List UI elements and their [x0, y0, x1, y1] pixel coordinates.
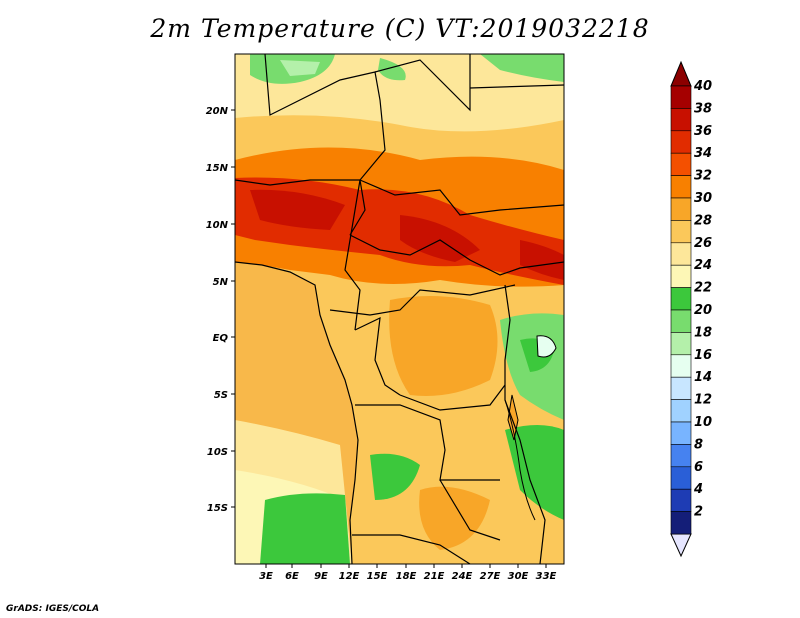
colorbar-label: 30 — [694, 191, 712, 206]
colorbar-label: 36 — [694, 124, 712, 139]
lon-label: 6E — [285, 571, 299, 582]
map-frame — [234, 53, 565, 565]
lat-label: EQ — [213, 333, 229, 344]
colorbar-labels: 40 38 36 34 32 30 28 26 24 22 20 18 16 14 12 10 8 6 4 2 — [693, 79, 712, 520]
lat-label: 10S — [207, 447, 228, 458]
lat-label: 15N — [206, 163, 229, 174]
lon-label: 12E — [339, 571, 360, 582]
colorbar-label: 18 — [694, 325, 712, 340]
hot-core-west — [250, 189, 345, 230]
chart-title: 2m Temperature (C) VT:2019032218 — [150, 14, 650, 43]
colorbar-box — [670, 264, 692, 288]
lon-label: 18E — [396, 571, 417, 582]
country-borders — [235, 54, 564, 564]
colorbar-box — [670, 175, 692, 199]
colorbar-bottom-arrow — [670, 533, 692, 558]
colorbar-box — [670, 197, 692, 221]
colorbar-box — [670, 421, 692, 445]
hot-core-east — [520, 240, 564, 280]
colorbar-boxes — [670, 85, 692, 535]
colorbar-box — [670, 444, 692, 468]
colorbar-label: 2 — [694, 505, 703, 520]
colorbar-box — [670, 354, 692, 378]
colorbar-box — [670, 85, 692, 109]
colorbar-box — [670, 130, 692, 154]
colorbar-label: 26 — [694, 236, 712, 251]
colorbar-label: 34 — [694, 146, 712, 161]
colorbar: 40 38 36 34 32 30 28 26 24 22 20 18 16 14 12 10 8 6 4 2 — [670, 60, 712, 558]
lon-label: 21E — [424, 571, 445, 582]
south-warm-patch — [419, 486, 490, 550]
lat-label: 15S — [207, 503, 228, 514]
colorbar-label: 24 — [694, 258, 712, 273]
colorbar-box — [670, 376, 692, 400]
colorbar-box — [670, 309, 692, 333]
colorbar-label: 12 — [694, 393, 712, 408]
lake-victoria — [536, 335, 557, 358]
lon-label: 15E — [367, 571, 388, 582]
colorbar-label: 10 — [694, 415, 712, 430]
colorbar-box — [670, 287, 692, 311]
colorbar-label: 22 — [694, 281, 712, 296]
lon-label: 24E — [452, 571, 473, 582]
colorbar-label: 28 — [694, 213, 712, 228]
lat-label: 5N — [213, 277, 229, 288]
lat-label: 10N — [206, 220, 229, 231]
colorbar-box — [670, 152, 692, 176]
colorbar-label: 6 — [694, 460, 703, 475]
north-green-2 — [280, 60, 320, 76]
colorbar-label: 32 — [694, 169, 712, 184]
lon-label: 3E — [259, 571, 273, 582]
map-panel — [235, 54, 564, 564]
lon-label: 9E — [314, 571, 328, 582]
north-green-4 — [378, 58, 406, 81]
colorbar-box — [670, 466, 692, 490]
colorbar-box — [670, 332, 692, 356]
colorbar-label: 8 — [694, 437, 703, 452]
latitude-axis: 20N 15N 10N 5N EQ 5S 10S 15S — [206, 106, 235, 514]
colorbar-box — [670, 220, 692, 244]
south-atlantic-green — [260, 493, 350, 564]
lon-label: 27E — [480, 571, 501, 582]
colorbar-box — [670, 242, 692, 266]
lat-label: 5S — [214, 390, 228, 401]
southeast-green — [505, 425, 564, 520]
colorbar-label: 16 — [694, 348, 712, 363]
lat-label: 20N — [206, 106, 229, 117]
colorbar-top-arrow — [670, 60, 692, 87]
colorbar-label: 40 — [693, 79, 712, 94]
colorbar-label: 20 — [694, 303, 712, 318]
congo-basin-warm — [389, 296, 498, 396]
colorbar-label: 38 — [694, 101, 712, 116]
credit-text: GrADS: IGES/COLA — [6, 604, 100, 614]
colorbar-box — [670, 488, 692, 512]
colorbar-box — [670, 399, 692, 423]
colorbar-label: 14 — [694, 370, 712, 385]
lon-label: 30E — [508, 571, 529, 582]
colorbar-box — [670, 108, 692, 132]
rift-coast — [504, 399, 536, 521]
colorbar-box — [670, 511, 692, 535]
angola-green — [370, 453, 420, 500]
lon-label: 33E — [536, 571, 557, 582]
longitude-axis: 3E 6E 9E 12E 15E 18E 21E 24E 27E 30E 33E — [259, 564, 557, 582]
north-green-3 — [480, 54, 564, 82]
colorbar-label: 4 — [693, 482, 703, 497]
